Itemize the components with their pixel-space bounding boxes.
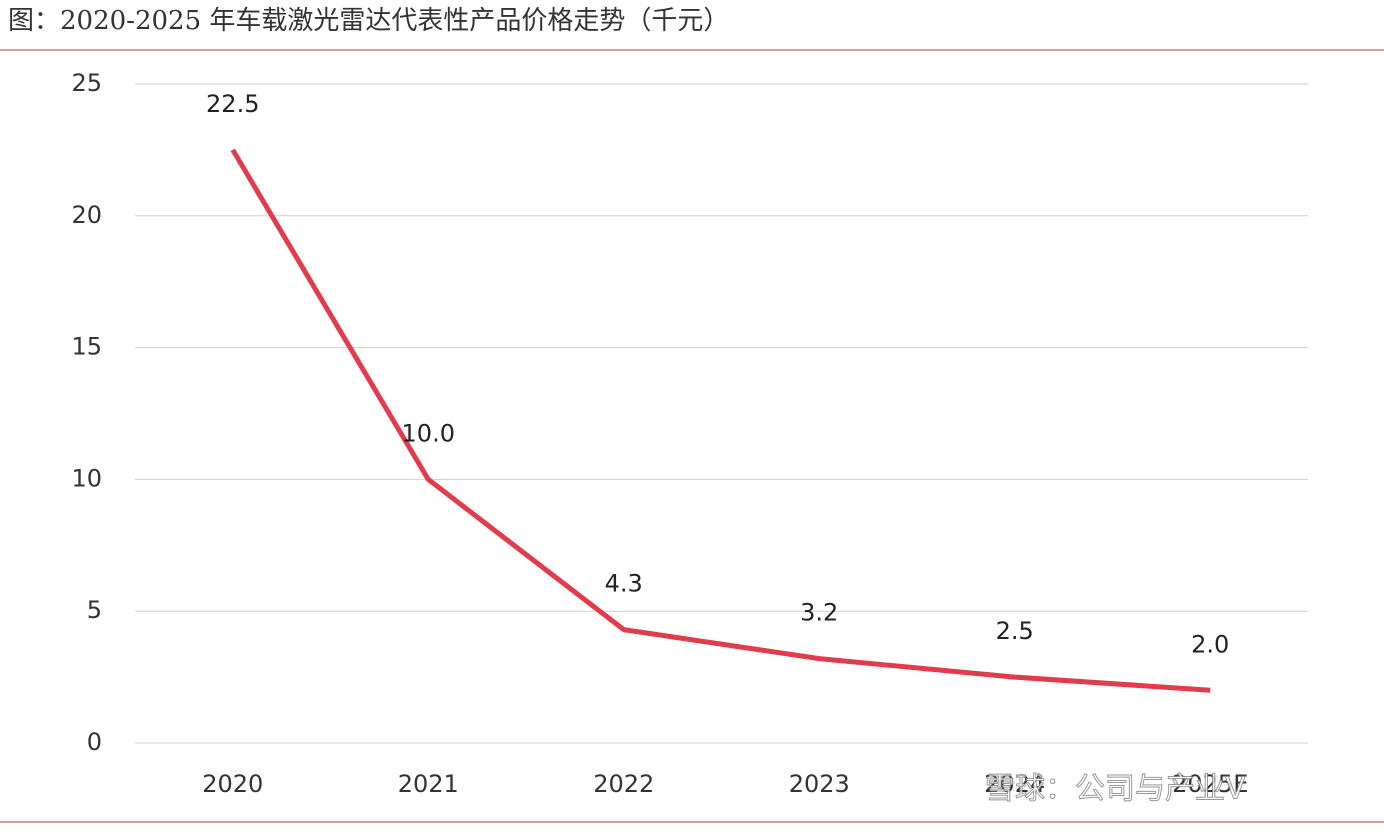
y-tick-label: 0 — [87, 728, 102, 756]
data-line — [230, 148, 1211, 693]
value-label: 3.2 — [800, 599, 838, 627]
watermark: 雪球：公司与产业V — [985, 772, 1246, 807]
y-tick-label: 20 — [71, 201, 102, 229]
y-tick-label: 25 — [71, 69, 102, 97]
value-label: 2.5 — [996, 617, 1034, 645]
value-label: 4.3 — [605, 570, 643, 598]
chart-title: 图：2020-2025 年车载激光雷达代表性产品价格走势（千元） — [8, 6, 729, 36]
x-tick-label: 2020 — [202, 770, 263, 798]
x-tick-label: 2021 — [398, 770, 459, 798]
value-label: 2.0 — [1191, 630, 1229, 658]
y-tick-label: 5 — [87, 596, 102, 624]
x-tick-label: 2023 — [789, 770, 850, 798]
y-tick-label: 10 — [71, 464, 102, 492]
value-label: 10.0 — [402, 419, 455, 447]
x-tick-label: 2022 — [593, 770, 654, 798]
x-tick-label: 2025E — [1172, 770, 1248, 798]
x-tick-label: 2024 — [984, 770, 1045, 798]
value-label: 22.5 — [206, 90, 259, 118]
y-tick-label: 15 — [71, 333, 102, 361]
